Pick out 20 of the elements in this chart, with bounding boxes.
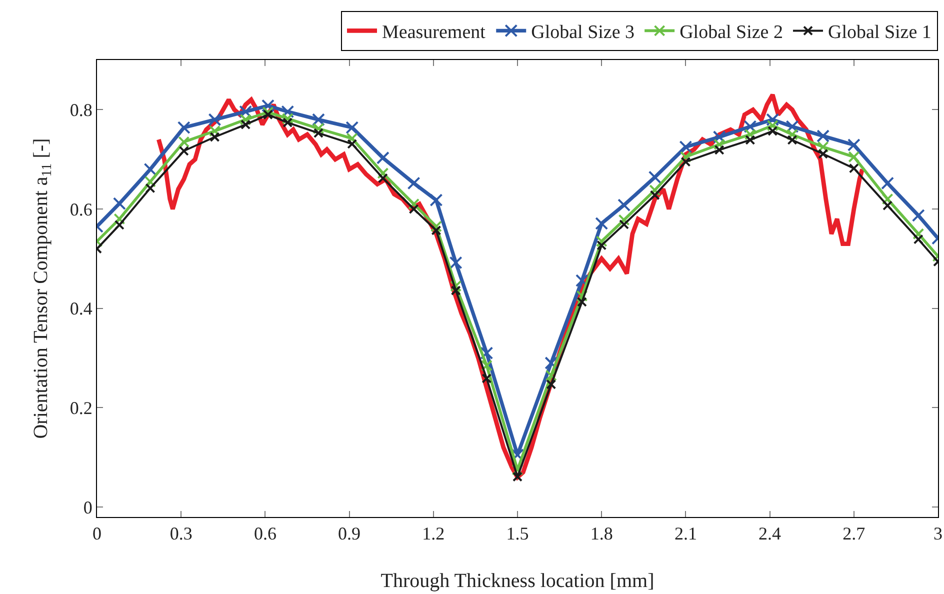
y-tick-label: 0.2 (70, 398, 92, 418)
y-tick-label: 0.4 (70, 298, 92, 319)
legend-label: Global Size 2 (680, 22, 783, 44)
x-tick-label: 3 (934, 524, 942, 544)
legend-label: Measurement (382, 22, 486, 44)
legend-label: Global Size 3 (531, 22, 635, 44)
x-tick-label: 0.9 (338, 524, 361, 544)
y-tick-label: 0 (83, 497, 92, 518)
x-tick-label: 2.4 (758, 524, 782, 544)
x-axis-title: Through Thickness location [mm] (380, 570, 654, 592)
x-tick-label: 0.6 (254, 524, 276, 544)
x-tick-label: 1.2 (422, 524, 445, 544)
legend-label: Global Size 1 (828, 22, 932, 44)
y-tick-label: 0.6 (70, 199, 92, 220)
x-tick-label: 2.1 (674, 524, 697, 544)
x-tick-label: 1.8 (590, 524, 613, 544)
x-tick-label: 0.3 (170, 524, 192, 544)
y-tick-label: 0.8 (70, 100, 92, 120)
x-tick-label: 2.7 (842, 524, 866, 544)
x-tick-label: 1.5 (506, 524, 529, 544)
